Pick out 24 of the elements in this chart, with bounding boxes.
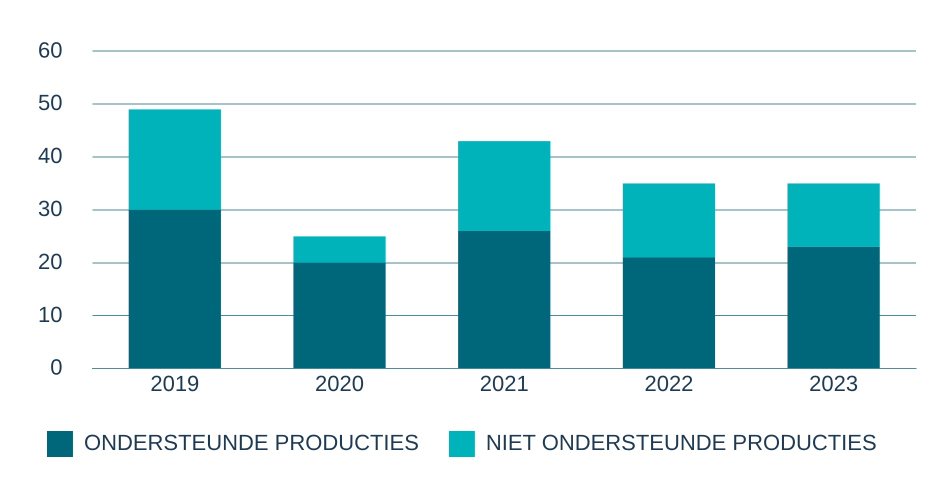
bar bbox=[293, 262, 386, 368]
x-tick-label: 2022 bbox=[644, 370, 694, 396]
bar bbox=[458, 141, 550, 232]
x-tick-label: 2020 bbox=[315, 370, 364, 396]
y-tick-label: 10 bbox=[38, 302, 62, 327]
y-tick-label: 50 bbox=[38, 90, 62, 116]
bar bbox=[622, 258, 716, 368]
bar bbox=[293, 236, 386, 263]
y-tick-label: 0 bbox=[50, 354, 62, 380]
legend-label: NIET ONDERSTEUNDE PRODUCTIES bbox=[486, 430, 877, 456]
bar bbox=[128, 109, 221, 210]
x-tick-label: 2023 bbox=[809, 370, 858, 396]
y-tick-label: 30 bbox=[38, 196, 62, 221]
y-tick-label: 20 bbox=[38, 248, 62, 274]
x-tick-label: 2021 bbox=[480, 370, 529, 396]
y-tick-label: 40 bbox=[38, 143, 62, 168]
bar bbox=[788, 246, 880, 368]
legend-label: ONDERSTEUNDE PRODUCTIES bbox=[84, 430, 419, 456]
y-tick-label: 60 bbox=[38, 37, 62, 62]
bar bbox=[458, 231, 550, 368]
bar bbox=[788, 183, 880, 247]
x-tick-label: 2019 bbox=[150, 370, 200, 396]
bar bbox=[128, 210, 221, 368]
bar bbox=[622, 183, 716, 258]
